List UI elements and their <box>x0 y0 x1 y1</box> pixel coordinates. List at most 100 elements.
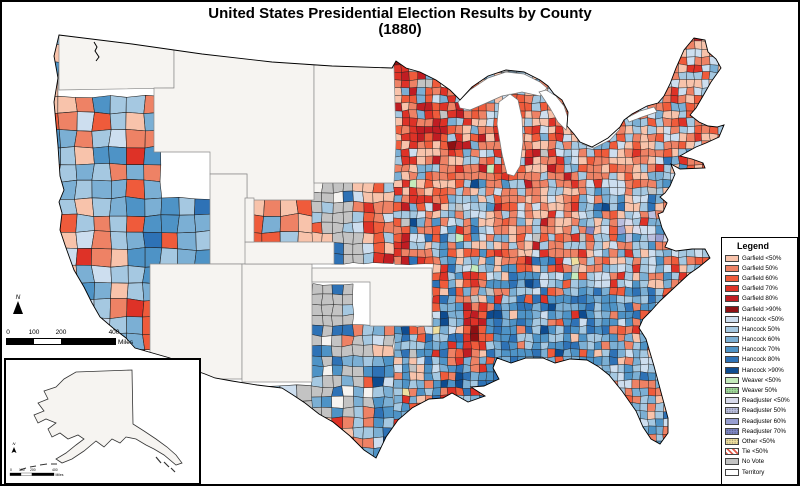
scale-seg-3 <box>61 339 115 344</box>
legend-swatch <box>725 274 739 282</box>
north-arrow-icon <box>13 301 23 314</box>
legend-label: Garfield <50% <box>742 254 782 262</box>
legend-item: Garfield 80% <box>725 294 797 304</box>
inset-scale-seg-1 <box>9 472 22 476</box>
legend-item: Hancock 70% <box>725 345 797 355</box>
alexander-archipelago <box>155 456 176 473</box>
legend-swatch <box>725 468 739 476</box>
scale-label-200: 200 <box>55 329 67 336</box>
legend: Legend Garfield <50% Garfield 50% Garfield… <box>721 237 798 484</box>
alaska-inset: N 0 100 200 400 Miles <box>4 358 201 484</box>
legend-swatch <box>725 397 739 405</box>
legend-label: Readjuster 70% <box>742 427 787 435</box>
scale-seg-1 <box>7 339 34 344</box>
legend-label: Readjuster 50% <box>742 407 787 415</box>
legend-swatch <box>725 448 739 456</box>
legend-label: Territory <box>742 468 765 476</box>
legend-swatch <box>725 376 739 384</box>
legend-swatch <box>725 336 739 344</box>
legend-swatch <box>725 315 739 323</box>
scale-label-400: 400 <box>108 329 120 336</box>
legend-swatch <box>725 387 739 395</box>
inset-scale-seg-2 <box>20 472 33 476</box>
legend-label: Hancock <50% <box>742 315 784 323</box>
legend-label: Weaver <50% <box>742 376 781 384</box>
legend-label: Other <50% <box>742 437 776 445</box>
legend-swatch <box>725 366 739 374</box>
legend-swatch <box>725 427 739 435</box>
legend-title: Legend <box>737 241 770 251</box>
legend-item: Hancock 50% <box>725 324 797 334</box>
legend-swatch <box>725 417 739 425</box>
legend-item: Garfield 70% <box>725 284 797 294</box>
legend-item: Weaver <50% <box>725 375 797 385</box>
legend-label: Hancock 60% <box>742 336 781 344</box>
scale-label-0: 0 <box>6 329 10 336</box>
legend-label: Readjuster <50% <box>742 397 790 405</box>
north-arrow: N <box>9 294 27 314</box>
legend-item: Hancock >90% <box>725 365 797 375</box>
legend-item: No Vote <box>725 457 797 467</box>
legend-item: Readjuster 60% <box>725 416 797 426</box>
legend-item: Garfield <50% <box>725 253 797 263</box>
legend-swatch <box>725 437 739 445</box>
legend-swatch <box>725 285 739 293</box>
inset-scale-400: 400 <box>52 468 58 472</box>
inset-north-arrow-icon <box>11 447 17 453</box>
legend-label: Garfield 70% <box>742 285 778 293</box>
legend-swatch <box>725 254 739 262</box>
legend-item: Tie <50% <box>725 447 797 457</box>
territory-polygons <box>58 35 433 383</box>
legend-item: Readjuster <50% <box>725 396 797 406</box>
legend-label: Weaver 50% <box>742 387 778 395</box>
legend-label: Garfield >90% <box>742 305 782 313</box>
legend-swatch <box>725 325 739 333</box>
inset-scale-100: 100 <box>19 468 25 472</box>
puget-sound-detail <box>93 41 100 62</box>
alaska-shape <box>33 369 183 466</box>
legend-item: Other <50% <box>725 436 797 446</box>
legend-item: Garfield 50% <box>725 263 797 273</box>
legend-item: Hancock 80% <box>725 355 797 365</box>
legend-label: Garfield 80% <box>742 295 778 303</box>
legend-item: Readjuster 50% <box>725 406 797 416</box>
legend-item: Weaver 50% <box>725 385 797 395</box>
legend-label: Readjuster 60% <box>742 417 787 425</box>
scale-bar: 0 100 200 400 Miles <box>6 329 141 349</box>
scale-unit: Miles <box>118 339 134 346</box>
legend-label: Hancock 70% <box>742 346 781 354</box>
legend-label: Garfield 60% <box>742 274 778 282</box>
legend-item: Hancock <50% <box>725 314 797 324</box>
legend-label: Hancock 50% <box>742 325 781 333</box>
legend-item: Garfield 60% <box>725 273 797 283</box>
legend-swatch <box>725 458 739 466</box>
legend-label: Hancock >90% <box>742 366 784 374</box>
legend-item: Hancock 60% <box>725 335 797 345</box>
legend-swatch <box>725 407 739 415</box>
north-arrow-label: N <box>15 294 21 301</box>
scale-label-100: 100 <box>28 329 40 336</box>
inset-scale-200: 200 <box>30 468 36 472</box>
legend-swatch <box>725 305 739 313</box>
legend-items: Garfield <50% Garfield 50% Garfield 60% Gar… <box>725 253 797 477</box>
scale-bar-segments <box>6 338 116 345</box>
inset-north-label: N <box>13 441 16 446</box>
alaska-map: N 0 100 200 400 Miles <box>9 369 183 477</box>
legend-swatch <box>725 264 739 272</box>
legend-item: Territory <box>725 467 797 477</box>
legend-item: Readjuster 70% <box>725 426 797 436</box>
legend-swatch <box>725 356 739 364</box>
legend-label: Tie <50% <box>742 448 769 456</box>
legend-swatch <box>725 346 739 354</box>
legend-label: Hancock 80% <box>742 356 781 364</box>
legend-label: Garfield 50% <box>742 264 778 272</box>
aleutian-islands <box>19 463 57 471</box>
legend-item: Garfield >90% <box>725 304 797 314</box>
scale-seg-2 <box>34 339 61 344</box>
legend-swatch <box>725 295 739 303</box>
inset-scale-unit: Miles <box>56 473 64 477</box>
us-outline <box>53 34 725 459</box>
legend-label: No Vote <box>742 458 765 466</box>
inset-scale-seg-3 <box>31 472 55 476</box>
